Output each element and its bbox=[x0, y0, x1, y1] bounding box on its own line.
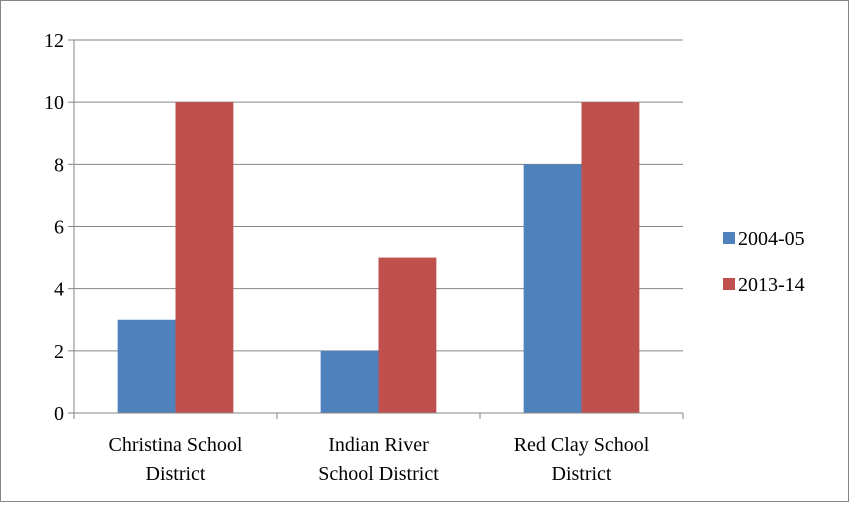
y-tick-label: 6 bbox=[54, 217, 64, 239]
legend-swatch bbox=[723, 232, 735, 244]
bar bbox=[378, 257, 437, 413]
bar bbox=[320, 350, 379, 413]
x-category-label: Indian River bbox=[328, 434, 429, 456]
x-category-label: District bbox=[552, 463, 612, 485]
x-category-label: School District bbox=[318, 463, 439, 485]
x-category-label: Christina School bbox=[109, 434, 243, 456]
x-category-label: District bbox=[146, 463, 206, 485]
y-tick-label: 0 bbox=[54, 403, 64, 425]
y-tick-label: 4 bbox=[54, 279, 64, 301]
legend: 2004-05 2013-14 bbox=[723, 228, 805, 296]
y-tick-label: 12 bbox=[44, 30, 64, 52]
y-tick-label: 2 bbox=[54, 341, 64, 363]
axes bbox=[68, 39, 684, 419]
bars bbox=[117, 102, 640, 414]
legend-swatch bbox=[723, 278, 735, 290]
y-tick-label: 10 bbox=[44, 92, 64, 114]
legend-label: 2004-05 bbox=[738, 228, 805, 250]
bar bbox=[117, 319, 176, 413]
bar bbox=[523, 164, 582, 413]
y-tick-label: 8 bbox=[54, 154, 64, 176]
x-category-label: Red Clay School bbox=[514, 434, 650, 456]
legend-label: 2013-14 bbox=[738, 274, 805, 296]
bar bbox=[581, 102, 640, 414]
bar bbox=[175, 102, 234, 414]
labels: 0 2 4 6 8 10 12 Christina School District Indian … bbox=[44, 30, 650, 485]
